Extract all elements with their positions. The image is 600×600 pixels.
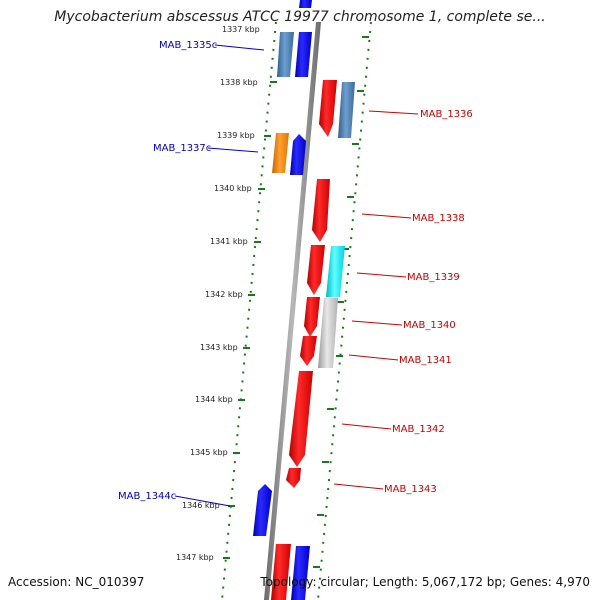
gene-mab-1343[interactable]	[286, 468, 301, 488]
gene-mab-1335c[interactable]	[295, 32, 312, 77]
genome-summary-text: Topology: circular; Length: 5,067,172 bp…	[260, 575, 590, 589]
gene-label-mab-1336[interactable]: MAB_1336	[420, 109, 473, 120]
map-title: Mycobacterium abscessus ATCC 19977 chrom…	[54, 9, 546, 25]
tick-label-1339: 1339 kbp	[217, 131, 255, 140]
gene-mab-1340[interactable]	[304, 297, 320, 337]
gene-mab-1339[interactable]	[307, 245, 325, 295]
tick-label-1337: 1337 kbp	[222, 25, 260, 34]
gene-label-mab-1339[interactable]: MAB_1339	[407, 272, 460, 283]
gene-label-mab-1335c[interactable]: MAB_1335c	[159, 40, 217, 51]
gene-label-mab-1337c[interactable]: MAB_1337c	[153, 143, 211, 154]
gene-labels[interactable]: MAB_1335c MAB_1336 MAB_1337c MAB_1338 MA…	[118, 40, 473, 502]
gene-block-bottom-left-red[interactable]	[271, 544, 291, 600]
gene-mab-1336[interactable]	[319, 80, 337, 137]
tick-labels: 1337 kbp 1338 kbp 1339 kbp 1340 kbp 1341…	[176, 25, 260, 562]
gene-mab-1339-cyan[interactable]	[326, 246, 345, 297]
reverse-strand-features[interactable]	[253, 0, 312, 600]
gene-block-top-left[interactable]	[299, 0, 312, 8]
gene-label-mab-1338[interactable]: MAB_1338	[412, 213, 465, 224]
gene-label-mab-1343[interactable]: MAB_1343	[384, 484, 437, 495]
tick-label-1342: 1342 kbp	[205, 290, 243, 299]
gene-label-mab-1342[interactable]: MAB_1342	[392, 424, 445, 435]
gene-mab-1335c-steel[interactable]	[277, 32, 294, 77]
gene-block-bottom-left-blue[interactable]	[291, 546, 310, 600]
label-leaders	[174, 44, 419, 507]
gene-mab-1337c[interactable]	[290, 134, 306, 175]
tick-label-1340: 1340 kbp	[214, 184, 252, 193]
gene-mab-1342[interactable]	[289, 371, 313, 467]
ruler-ticks	[223, 36, 369, 568]
tick-label-1346: 1346 kbp	[182, 501, 220, 510]
gene-label-mab-1340[interactable]: MAB_1340	[403, 320, 456, 331]
accession-text: Accession: NC_010397	[8, 575, 145, 589]
tick-label-1343: 1343 kbp	[200, 343, 238, 352]
gene-mab-1344c[interactable]	[253, 484, 272, 536]
tick-label-1344: 1344 kbp	[195, 395, 233, 404]
gene-mab-1340-grey[interactable]	[318, 298, 338, 368]
tick-label-1338: 1338 kbp	[220, 78, 258, 87]
gene-mab-1336-steel[interactable]	[338, 82, 355, 138]
gene-mab-1337c-orange[interactable]	[272, 133, 289, 173]
gene-mab-1338[interactable]	[312, 179, 330, 242]
tick-label-1347: 1347 kbp	[176, 553, 214, 562]
chromosome-backbone	[264, 22, 321, 600]
gene-label-mab-1344c[interactable]: MAB_1344c	[118, 491, 176, 502]
forward-strand-features[interactable]	[286, 80, 355, 488]
tick-label-1345: 1345 kbp	[190, 448, 228, 457]
gene-mab-1341[interactable]	[300, 336, 317, 366]
tick-label-1341: 1341 kbp	[210, 237, 248, 246]
gene-label-mab-1341[interactable]: MAB_1341	[399, 355, 452, 366]
